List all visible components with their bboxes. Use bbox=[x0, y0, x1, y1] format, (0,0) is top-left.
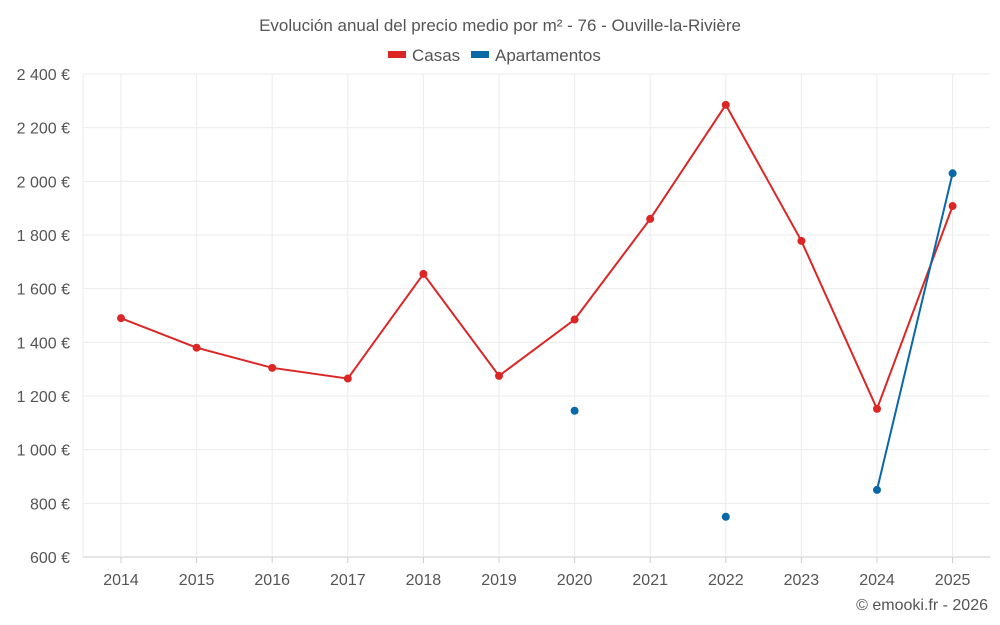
legend-label-apartamentos: Apartamentos bbox=[495, 46, 601, 65]
legend-label-casas: Casas bbox=[412, 46, 460, 65]
series-line-apartamentos bbox=[876, 173, 954, 491]
y-tick-label: 1 000 € bbox=[17, 443, 70, 460]
x-tick-label: 2024 bbox=[859, 572, 895, 589]
data-point-apartamentos-2025 bbox=[948, 169, 957, 178]
legend-swatch-casas bbox=[388, 51, 406, 58]
series-line-casas bbox=[120, 102, 954, 412]
credit: © emooki.fr - 2026 bbox=[856, 597, 988, 614]
y-tick-label: 1 200 € bbox=[17, 389, 70, 406]
data-point-casas-2016 bbox=[268, 363, 277, 372]
data-point-casas-2017 bbox=[343, 374, 352, 383]
x-tick-label: 2014 bbox=[103, 572, 139, 589]
x-tick-label: 2023 bbox=[784, 572, 820, 589]
chart-title: Evolución anual del precio medio por m² … bbox=[259, 16, 741, 35]
x-tick-label: 2020 bbox=[557, 572, 593, 589]
data-point-casas-2018 bbox=[419, 269, 428, 278]
x-tick-label: 2022 bbox=[708, 572, 744, 589]
x-tick-label: 2021 bbox=[632, 572, 668, 589]
data-point-casas-2021 bbox=[646, 214, 655, 223]
data-point-casas-2022 bbox=[721, 100, 730, 109]
legend-swatch-apartamentos bbox=[471, 51, 489, 58]
x-tick-label: 2017 bbox=[330, 572, 366, 589]
y-tick-label: 1 800 € bbox=[17, 228, 70, 245]
data-point-casas-2014 bbox=[117, 314, 125, 323]
y-tick-label: 1 600 € bbox=[17, 282, 70, 299]
y-tick-label: 2 400 € bbox=[17, 67, 70, 84]
x-tick-label: 2025 bbox=[935, 572, 971, 589]
x-tick-label: 2016 bbox=[254, 572, 290, 589]
y-tick-label: 1 400 € bbox=[17, 335, 70, 352]
y-tick-label: 600 € bbox=[30, 550, 70, 567]
data-point-casas-2020 bbox=[570, 315, 579, 324]
data-point-apartamentos-2022 bbox=[721, 512, 730, 521]
x-tick-label: 2019 bbox=[481, 572, 517, 589]
data-point-casas-2015 bbox=[192, 343, 201, 352]
y-tick-label: 2 200 € bbox=[17, 121, 70, 138]
data-point-casas-2024 bbox=[873, 404, 881, 413]
data-point-apartamentos-2024 bbox=[873, 485, 881, 494]
data-point-casas-2025 bbox=[948, 202, 957, 211]
data-point-casas-2019 bbox=[495, 371, 503, 380]
x-tick-label: 2018 bbox=[406, 572, 442, 589]
data-point-casas-2023 bbox=[797, 236, 806, 245]
data-point-apartamentos-2020 bbox=[570, 406, 579, 415]
y-tick-label: 800 € bbox=[30, 496, 70, 513]
x-tick-label: 2015 bbox=[179, 572, 215, 589]
y-tick-label: 2 000 € bbox=[17, 174, 70, 191]
